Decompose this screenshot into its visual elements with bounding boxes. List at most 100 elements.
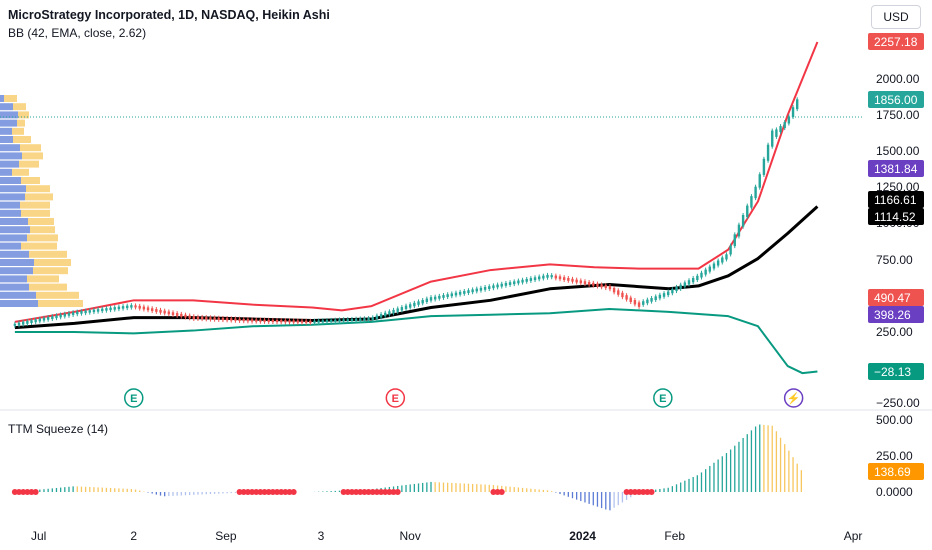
candle-body	[371, 317, 374, 320]
candle-body	[342, 319, 345, 322]
candle-body	[17, 322, 21, 326]
candle-body	[238, 318, 241, 321]
squeeze-dot-on	[640, 489, 647, 495]
x-axis-tick-label: Jul	[31, 529, 46, 543]
price-label-box	[868, 91, 924, 108]
candle-body	[592, 282, 595, 286]
candle-body	[475, 288, 478, 292]
price-label-box	[868, 306, 924, 323]
squeeze-dot-on	[361, 489, 368, 495]
candle-body	[517, 280, 520, 284]
candle-body	[42, 317, 46, 321]
candle-body	[321, 320, 325, 323]
squeeze-dot-on	[344, 489, 351, 495]
candle-body	[750, 196, 753, 208]
volume-profile-bar-down	[27, 234, 58, 242]
candle-body	[209, 317, 212, 320]
volume-profile-bar-down	[25, 193, 53, 201]
volume-profile-bar-up	[0, 152, 22, 160]
currency-button[interactable]: USD	[871, 5, 921, 29]
candle-body	[325, 320, 329, 323]
squeeze-dot-on	[386, 489, 393, 495]
candle-body	[404, 305, 408, 310]
event-marker-1[interactable]	[385, 388, 406, 408]
price-label-box	[868, 208, 924, 225]
candle-body	[313, 320, 316, 323]
candle-body	[504, 282, 508, 286]
volume-profile-bar-down	[4, 95, 17, 102]
squeeze-dot-on	[240, 489, 247, 495]
candle-body	[737, 224, 741, 237]
squeeze-legend[interactable]: TTM Squeeze (14)	[8, 422, 109, 436]
candle-body	[88, 310, 91, 313]
volume-profile-bar-up	[0, 242, 21, 250]
candle-body	[26, 320, 29, 324]
candle-body	[438, 295, 441, 299]
candle-body	[500, 283, 503, 287]
candle-body	[76, 311, 79, 315]
candle-body	[175, 313, 179, 316]
event-marker-label: E	[392, 393, 399, 405]
candle-body	[425, 298, 429, 302]
candle-body	[121, 306, 125, 309]
candle-body	[363, 318, 366, 321]
candle-body	[658, 294, 662, 299]
volume-profile-bar-down	[18, 111, 29, 119]
y-axis-tick-label: 1500.00	[876, 144, 920, 158]
candle-body	[567, 278, 570, 281]
volume-profile-bar-up	[0, 300, 38, 307]
candle-body	[101, 308, 104, 312]
squeeze-dot-on	[353, 489, 360, 495]
candle-body	[533, 277, 537, 281]
event-marker-2[interactable]	[653, 388, 673, 408]
candle-body	[309, 320, 312, 323]
candle-body	[467, 290, 470, 294]
squeeze-dot-on	[382, 489, 389, 495]
candle-body	[646, 299, 649, 304]
candle-body	[225, 318, 229, 321]
event-marker-3[interactable]	[783, 388, 804, 408]
squeeze-value-box	[868, 463, 924, 481]
candle-body	[255, 319, 258, 322]
volume-profile-bar-up	[0, 226, 30, 234]
candle-body	[271, 319, 275, 323]
squeeze-dot-on	[244, 489, 251, 495]
volume-profile-bar-down	[30, 226, 55, 234]
squeeze-dot-on	[369, 489, 376, 495]
candle-body	[200, 316, 204, 320]
candle-body	[450, 293, 454, 297]
volume-profile-bar-up	[0, 250, 29, 258]
indicator-legend[interactable]: BB (42, EMA, close, 2.62)	[8, 26, 147, 40]
candle-body	[429, 297, 433, 301]
candle-body	[134, 305, 137, 308]
candle-body	[575, 279, 578, 283]
candle-body	[242, 318, 245, 322]
squeeze-dot-on	[490, 489, 497, 495]
candle-body	[126, 305, 129, 309]
volume-profile-bar-down	[28, 218, 54, 225]
bb-lower-line	[14, 307, 818, 375]
volume-profile-bar-up	[0, 111, 18, 119]
candle-body	[521, 279, 524, 283]
candle-body	[600, 284, 603, 288]
candle-body	[508, 282, 512, 285]
volume-profile-bar-up	[0, 259, 34, 266]
squeeze-dot-on	[24, 489, 31, 495]
candle-body	[234, 318, 237, 321]
event-marker-0[interactable]	[124, 388, 144, 408]
candle-body	[396, 308, 399, 312]
squeeze-dot-on	[274, 489, 281, 495]
candle-body	[55, 315, 58, 319]
squeeze-dot-on	[378, 489, 385, 495]
candle-body	[417, 301, 420, 305]
candle-body	[492, 285, 495, 289]
candle-body	[80, 311, 83, 314]
candle-body	[375, 315, 379, 319]
squeeze-histogram	[18, 424, 803, 511]
volume-profile-bar-down	[22, 152, 43, 160]
candle-body	[263, 319, 266, 322]
candle-body	[30, 320, 33, 323]
candle-body	[725, 254, 728, 260]
price-label-bb_lower: −28.13	[874, 365, 911, 379]
